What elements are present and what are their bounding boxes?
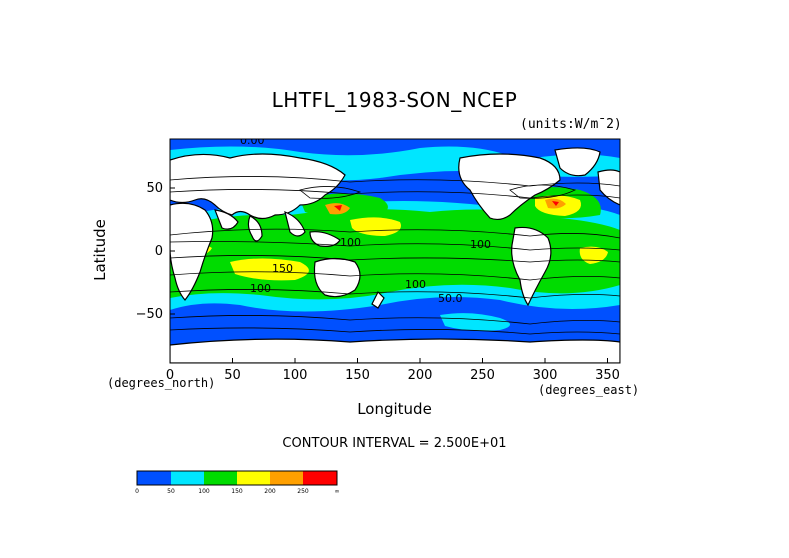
x-tick-0: 0 [166,368,174,383]
contour-line-10 [299,186,362,199]
colorbar-frame [136,470,338,486]
colorbar-swatch-3 [204,471,237,485]
land-north-america [458,153,561,221]
contour-label-3: 100 [250,282,271,295]
contour-line-3 [170,255,620,263]
y-tick-50: 50 [146,181,163,196]
y-axis-label: Latitude [91,219,109,281]
land-antarctica [170,338,620,363]
contour-label-2: 150 [272,262,293,275]
contour-line-2 [170,241,620,251]
contour-label-5: 100 [405,278,426,291]
colorbar-label-0: 0 [135,488,139,495]
colorbar-label-100: 100 [198,488,210,495]
map-field: 100 150 100 50.0 100 100 0.00 [170,134,620,363]
field-peak-red-gulf-stream [552,201,559,206]
x-tick-50: 50 [224,368,241,383]
units-label: (units:W/m¯2) [520,117,622,132]
x-tick-350: 350 [595,368,620,383]
land-arabia-india [214,209,263,242]
contour-line-11 [509,184,577,199]
land-southeast-asia [284,211,341,247]
x-tick-150: 150 [345,368,370,383]
colorbar-label-150: 150 [231,488,243,495]
y-tick-labels: 50 0 −50 [136,181,163,322]
contour-labels: 100 150 100 50.0 100 100 0.00 [240,134,491,305]
colorbar-swatch-2 [171,471,204,485]
land-south-america [511,226,552,307]
x-tick-labels: 0 50 100 150 200 250 300 350 [166,368,620,383]
contour-interval-label: CONTOUR INTERVAL = 2.500E+01 [282,436,507,451]
contour-line-4 [170,271,620,281]
x-tick-marks [169,358,608,363]
chart-title: LHTFL_1983-SON_NCEP [271,88,518,112]
y-tick-0: 0 [155,244,163,259]
colorbar: 0 50 100 150 200 250 ∞ [135,470,340,495]
colorbar-swatch-6 [303,471,337,485]
land-australia [313,257,361,298]
contour-label-7: 0.00 [240,134,265,147]
colorbar-swatch-4 [237,471,270,485]
land-africa [170,202,214,301]
field-peak-yellow-indian-ocean [230,258,309,281]
land-masses [170,147,620,363]
contour-label-1: 100 [340,236,361,249]
field-peak-red-kuroshio [334,205,342,211]
contour-label-4: 50.0 [438,292,463,305]
contour-lines [170,176,620,335]
x-unit-left: (degrees_north) [107,376,216,390]
y-tick-neg50: −50 [136,307,163,322]
y-tick-marks [170,187,175,315]
x-axis-label: Longitude [357,400,432,418]
x-tick-250: 250 [470,368,495,383]
colorbar-label-50: 50 [167,488,175,495]
colorbar-label-200: 200 [264,488,276,495]
contour-line-8 [170,176,620,187]
colorbar-swatch-5 [270,471,303,485]
contour-line-7 [170,327,620,335]
colorbar-swatch-1 [137,471,171,485]
x-unit-right: (degrees_east) [538,383,640,397]
contour-line-1 [170,228,620,239]
colorbar-label-inf: ∞ [335,488,340,495]
contour-line-6 [170,315,620,325]
colorbar-labels: 0 50 100 150 200 250 ∞ [135,488,339,495]
x-tick-300: 300 [533,368,558,383]
field-peak-yellow-east-pacific [579,246,608,264]
land-eurasia [170,153,346,220]
colorbar-label-250: 250 [297,488,309,495]
land-greenland [554,147,601,177]
field-band-cyan-south [440,313,510,331]
x-tick-200: 200 [408,368,433,383]
contour-label-6: 100 [470,238,491,251]
x-tick-100: 100 [283,368,308,383]
contour-line-9 [170,189,620,199]
contour-line-5 [170,289,620,299]
land-new-zealand [371,290,385,309]
land-europe [597,169,620,206]
